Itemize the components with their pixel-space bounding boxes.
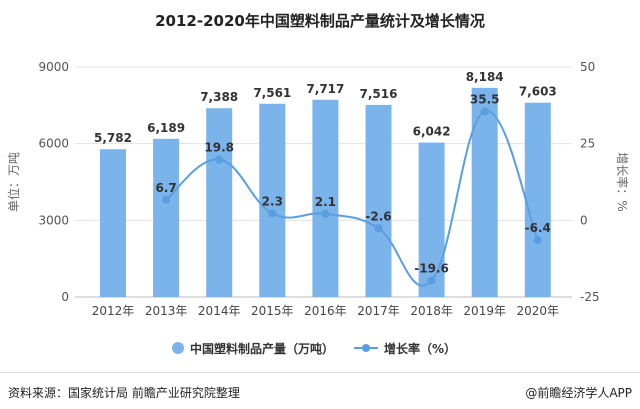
chart-title: 2012-2020年中国塑料制品产量统计及增长情况: [155, 12, 485, 30]
growth-label: -2.6: [365, 209, 391, 223]
x-tick: 2017年: [357, 304, 400, 318]
bar-label: 7,388: [200, 90, 238, 104]
growth-label: -6.4: [525, 221, 551, 235]
legend-bar-label: 中国塑料制品产量（万吨）: [190, 341, 334, 356]
growth-label: 2.3: [262, 194, 283, 208]
growth-label: -19.6: [414, 261, 449, 275]
growth-point: [480, 107, 489, 116]
x-tick: 2016年: [304, 304, 347, 318]
y-tick-right: 25: [580, 137, 595, 151]
y-tick-right: 50: [580, 60, 595, 74]
bar: [100, 149, 126, 297]
footer-divider: [0, 372, 640, 373]
legend-line-marker: [362, 344, 370, 352]
bar: [471, 87, 498, 297]
app-credit: @前瞻经济学人APP: [525, 386, 632, 400]
legend-line-label: 增长率（%）: [384, 341, 456, 356]
source-note: 资料来源：国家统计局 前瞻产业研究院整理: [8, 386, 240, 400]
y-tick-right: -25: [580, 290, 600, 304]
growth-label: 2.1: [315, 195, 336, 209]
y-tick-left: 9000: [38, 60, 69, 74]
bar: [365, 104, 392, 298]
bar-label: 7,561: [253, 86, 291, 100]
bar-label: 7,603: [519, 85, 557, 99]
growth-point: [321, 209, 330, 218]
bar: [418, 142, 445, 297]
bar-label: 7,717: [306, 82, 344, 96]
growth-label: 6.7: [155, 181, 176, 195]
x-tick: 2020年: [517, 304, 560, 318]
growth-point: [374, 224, 383, 233]
bar-label: 7,516: [360, 87, 398, 101]
bar-label: 6,189: [147, 121, 185, 135]
bar: [524, 102, 551, 297]
y-axis-label-right: 增长率：%: [615, 152, 630, 211]
bar-label: 8,184: [466, 70, 504, 84]
bar-label: 6,042: [413, 125, 451, 139]
growth-label: 19.8: [204, 141, 234, 155]
growth-point: [268, 209, 277, 218]
x-tick: 2019年: [463, 304, 506, 318]
legend-bar-icon: [172, 342, 184, 354]
x-tick: 2015年: [251, 304, 294, 318]
x-tick: 2013年: [145, 304, 188, 318]
bar: [312, 99, 339, 297]
growth-point: [427, 276, 436, 285]
y-tick-left: 6000: [38, 137, 69, 151]
growth-label: 35.5: [470, 92, 500, 106]
y-tick-right: 0: [580, 213, 588, 227]
growth-point: [533, 235, 542, 244]
bar: [153, 138, 180, 297]
y-tick-left: 0: [61, 290, 69, 304]
bar: [259, 103, 286, 297]
x-tick: 2018年: [410, 304, 453, 318]
x-tick: 2012年: [92, 304, 135, 318]
bar: [206, 108, 233, 297]
growth-point: [215, 155, 224, 164]
growth-point: [162, 195, 171, 204]
y-axis-label-left: 单位：万吨: [6, 152, 21, 212]
bar-label: 5,782: [94, 131, 132, 145]
x-tick: 2014年: [198, 304, 241, 318]
y-tick-left: 3000: [38, 213, 69, 227]
